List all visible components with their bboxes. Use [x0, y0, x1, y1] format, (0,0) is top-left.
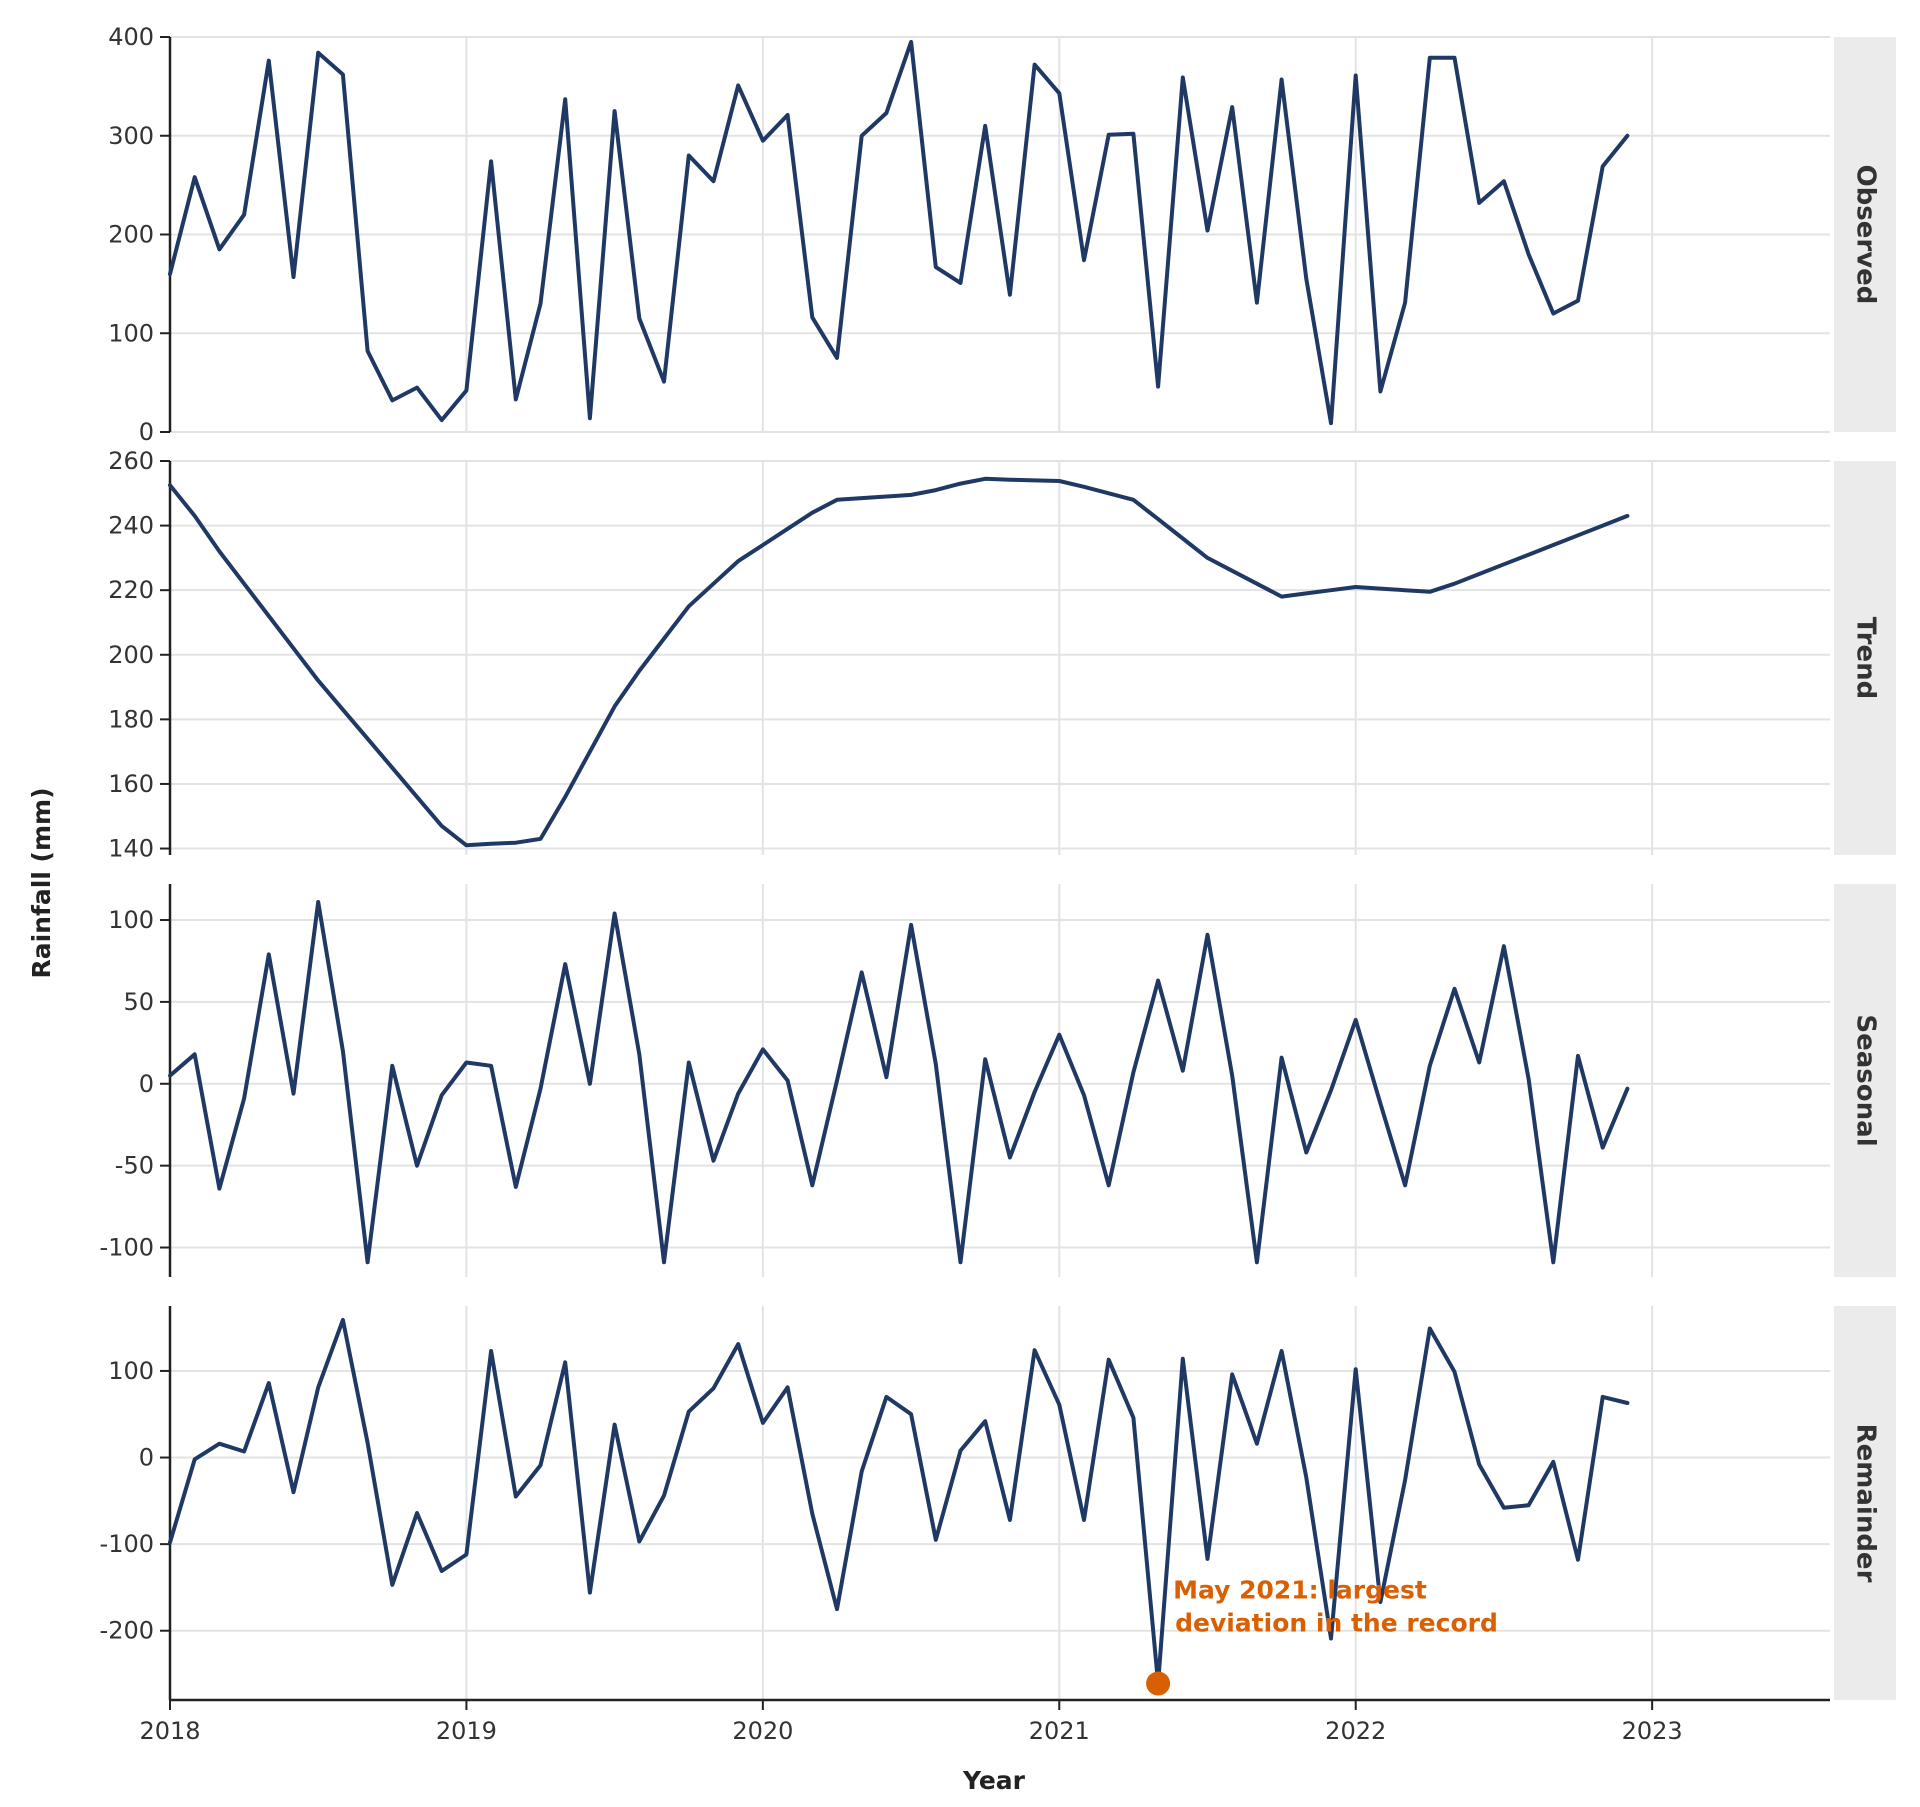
x-tick-label: 2019 [436, 1717, 497, 1745]
y-tick-label: 300 [108, 122, 154, 150]
facet-strip-label: Observed [1851, 165, 1881, 305]
series-line-remainder [168, 1317, 1630, 1686]
y-tick-label: 140 [108, 835, 154, 863]
annotation-text-line2: deviation in the record [1175, 1609, 1498, 1638]
y-tick-label: 220 [108, 576, 154, 604]
x-axis: 2018 2019 2020 2021 2022 2023 [139, 1698, 1830, 1745]
panels-layer: 0 100 200 300 400 Observed 140 160 180 200 220 240 2… [100, 23, 1896, 1700]
y-tick-label: -50 [115, 1152, 154, 1180]
y-tick-label: 200 [108, 641, 154, 669]
x-tick-label: 2022 [1325, 1717, 1386, 1745]
facet-strip [1834, 1306, 1896, 1700]
y-tick-label: -100 [100, 1530, 154, 1558]
y-tick-label: 180 [108, 705, 154, 733]
y-tick-label: 200 [108, 221, 154, 249]
x-axis-title: Year [962, 1766, 1026, 1795]
y-tick-label: 400 [108, 23, 154, 51]
y-tick-label: 260 [108, 447, 154, 475]
y-tick-label: 100 [108, 906, 154, 934]
facet-strip-label: Trend [1851, 617, 1881, 699]
annotation-text-line1: May 2021: largest [1173, 1576, 1427, 1605]
y-tick-label: 0 [139, 1444, 154, 1472]
series-line-observed [168, 39, 1630, 426]
y-tick-label: -100 [100, 1234, 154, 1262]
x-tick-label: 2023 [1622, 1717, 1683, 1745]
panel-remainder: -200 -100 0 100 Remainder May 2021: largest de… [100, 1306, 1896, 1700]
panel-observed: 0 100 200 300 400 Observed [108, 23, 1896, 446]
y-tick-label: 0 [139, 418, 154, 446]
y-tick-label: 0 [139, 1070, 154, 1098]
facet-strip [1834, 884, 1896, 1277]
y-tick-label: 50 [123, 988, 154, 1016]
facet-strip-label: Seasonal [1851, 1014, 1881, 1146]
y-tick-label: 100 [108, 319, 154, 347]
x-tick-label: 2021 [1029, 1717, 1090, 1745]
annotation-marker [1146, 1671, 1171, 1696]
y-tick-label: -200 [100, 1617, 154, 1645]
y-tick-label: 100 [108, 1357, 154, 1385]
facet-strip-label: Remainder [1851, 1424, 1881, 1583]
series-line-seasonal [168, 900, 1630, 1265]
facet-strip [1834, 37, 1896, 432]
series-line-trend [168, 476, 1630, 848]
panel-seasonal: -100 -50 0 50 100 Seasonal [100, 884, 1896, 1277]
facet-strip [1834, 461, 1896, 855]
panel-trend: 140 160 180 200 220 240 260 Trend [108, 447, 1896, 863]
x-tick-label: 2020 [732, 1717, 793, 1745]
x-tick-label: 2018 [139, 1717, 200, 1745]
y-tick-label: 240 [108, 512, 154, 540]
y-axis-title: Rainfall (mm) [27, 787, 56, 978]
y-tick-label: 160 [108, 770, 154, 798]
